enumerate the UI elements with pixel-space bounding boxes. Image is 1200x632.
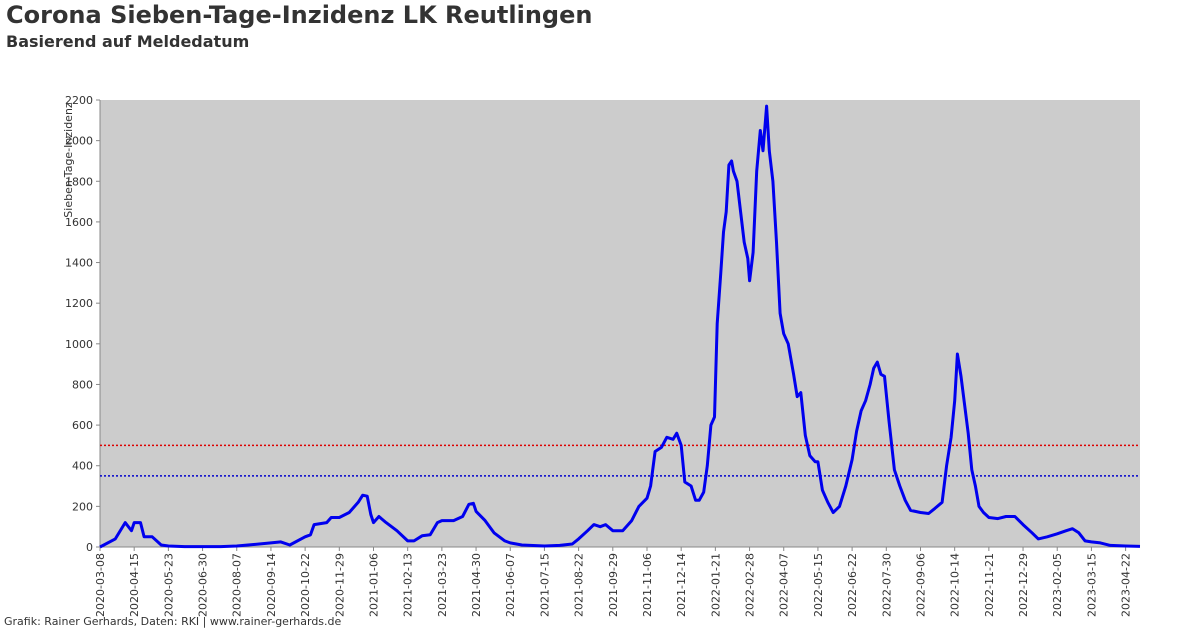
x-tick-label: 2020-10-22 xyxy=(299,553,312,617)
x-tick-label: 2020-06-30 xyxy=(197,553,210,617)
x-tick-label: 2023-02-05 xyxy=(1051,553,1064,617)
x-tick-label: 2022-11-21 xyxy=(983,553,996,617)
y-axis-label: Sieben-Tage-Inzidenz xyxy=(62,102,75,218)
x-tick-label: 2021-06-07 xyxy=(504,553,517,617)
y-tick-label: 600 xyxy=(72,419,93,432)
x-tick-label: 2020-09-14 xyxy=(265,553,278,617)
x-tick-label: 2021-01-06 xyxy=(367,553,380,617)
y-tick-label: 0 xyxy=(86,541,93,554)
incidence-line xyxy=(99,104,1141,549)
x-tick-label: 2021-07-15 xyxy=(538,553,551,617)
x-tick-label: 2022-06-22 xyxy=(846,553,859,617)
x-tick-label: 2021-04-30 xyxy=(470,553,483,617)
x-tick-label: 2021-08-22 xyxy=(573,553,586,617)
x-tick-label: 2022-01-21 xyxy=(709,553,722,617)
chart-title: Corona Sieben-Tage-Inzidenz LK Reutlinge… xyxy=(6,1,592,29)
x-tick-label: 2022-04-07 xyxy=(778,553,791,617)
x-tick-label: 2022-12-29 xyxy=(1017,553,1030,617)
x-tick-label: 2020-03-08 xyxy=(94,553,107,617)
x-tick-label: 2022-05-15 xyxy=(812,553,825,617)
chart-subtitle: Basierend auf Meldedatum xyxy=(6,32,249,51)
x-tick-label: 2022-09-06 xyxy=(914,553,927,617)
x-tick-label: 2021-03-23 xyxy=(436,553,449,617)
footer: Grafik: Rainer Gerhards, Daten: RKI | ww… xyxy=(4,615,342,628)
x-tick-label: 2023-04-22 xyxy=(1120,553,1133,617)
x-tick-label: 2021-09-29 xyxy=(607,553,620,617)
y-tick-label: 800 xyxy=(72,378,93,391)
y-tick-label: 1000 xyxy=(65,338,93,351)
x-tick-label: 2020-04-15 xyxy=(128,553,141,617)
x-tick-label: 2023-03-15 xyxy=(1085,553,1098,617)
x-tick-label: 2021-12-14 xyxy=(675,553,688,617)
y-tick-label: 200 xyxy=(72,500,93,513)
x-tick-label: 2020-11-29 xyxy=(333,553,346,617)
y-tick-label: 2000 xyxy=(65,135,93,148)
x-tick-label: 2021-02-13 xyxy=(402,553,415,617)
y-tick-label: 1200 xyxy=(65,297,93,310)
y-tick-label: 2200 xyxy=(65,94,93,107)
y-tick-label: 1800 xyxy=(65,175,93,188)
x-tick-label: 2020-08-07 xyxy=(231,553,244,617)
plot-area xyxy=(100,100,1140,547)
x-tick-label: 2022-10-14 xyxy=(949,553,962,617)
x-tick-label: 2021-11-06 xyxy=(641,553,654,617)
y-tick-label: 400 xyxy=(72,460,93,473)
y-tick-label: 1400 xyxy=(65,257,93,270)
x-tick-label: 2022-07-30 xyxy=(880,553,893,617)
y-tick-label: 1600 xyxy=(65,216,93,229)
x-tick-label: 2022-02-28 xyxy=(744,553,757,617)
x-tick-label: 2020-05-23 xyxy=(162,553,175,617)
